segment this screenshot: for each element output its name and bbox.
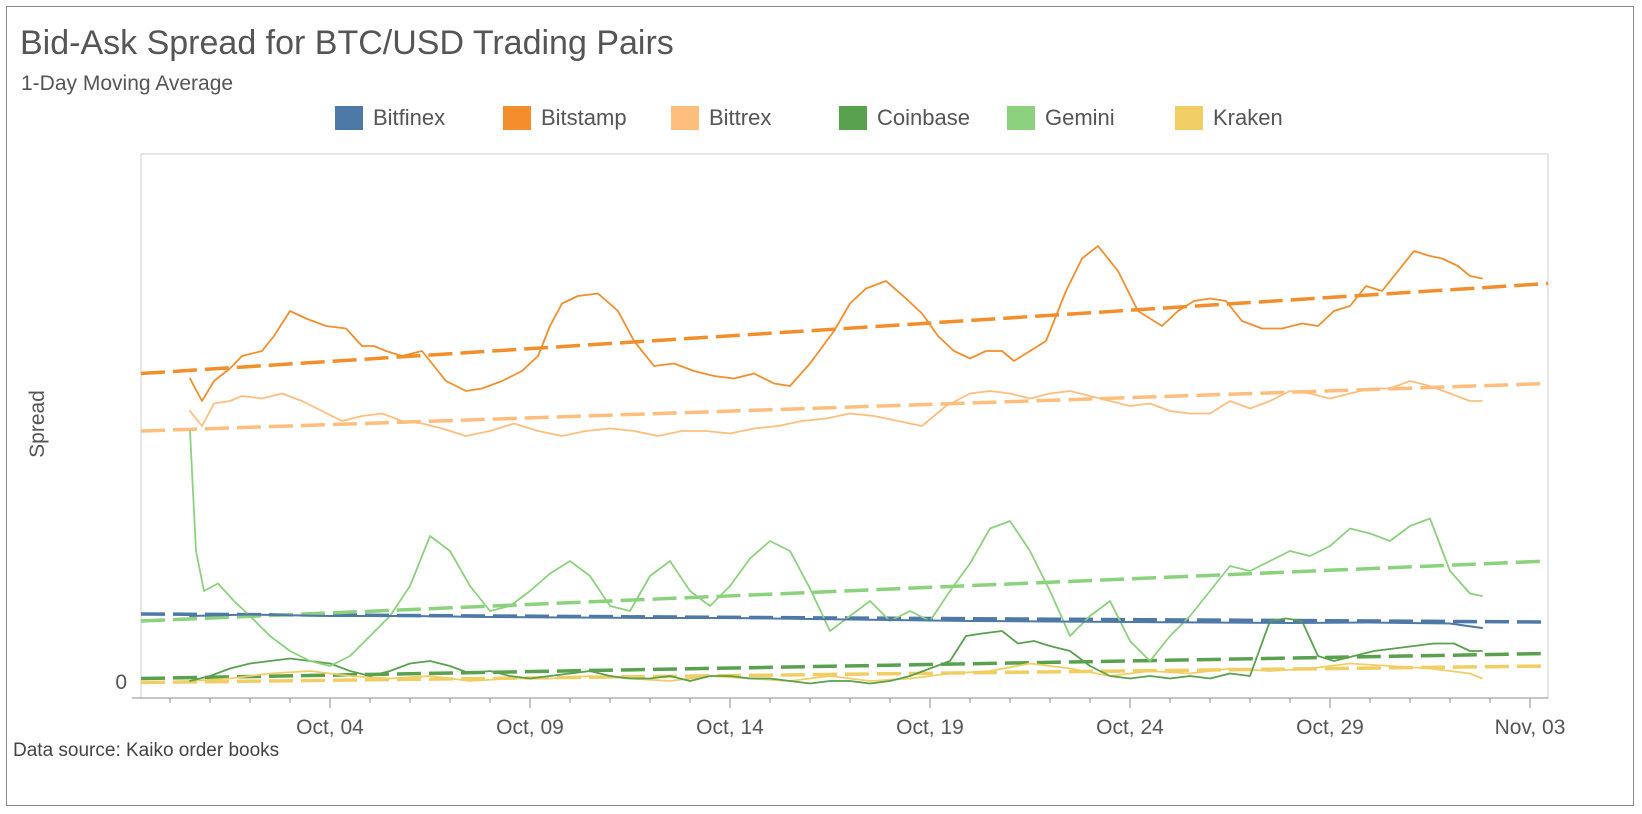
chart-title: Bid-Ask Spread for BTC/USD Trading Pairs: [20, 24, 674, 62]
trend-line-bitstamp: [140, 281, 1549, 376]
x-tick-label-nov-03: Nov, 03: [1495, 716, 1566, 739]
legend-label-gemini: Gemini: [1045, 105, 1115, 130]
x-tick-label-oct-04: Oct, 04: [296, 716, 364, 739]
legend-swatch-kraken: [1175, 106, 1203, 130]
x-tick-label-oct-09: Oct, 09: [496, 716, 564, 739]
legend-label-bittrex: Bittrex: [709, 105, 772, 130]
y-axis-title: Spread: [26, 390, 49, 458]
series-line-bitstamp: [189, 245, 1483, 402]
legend-swatch-coinbase: [839, 106, 867, 130]
legend-label-bitstamp: Bitstamp: [541, 105, 627, 130]
series-line-bitfinex: [189, 613, 1483, 629]
x-tick-label-oct-24: Oct, 24: [1096, 716, 1164, 739]
axes: Oct, 04 Oct, 09 Oct, 14 Oct, 19 Oct, 24 Oct, …: [115, 671, 1565, 739]
series-line-kraken: [189, 662, 1483, 682]
x-tick-label-oct-14: Oct, 14: [696, 716, 764, 739]
series-lines: [189, 245, 1483, 685]
trend-line-gemini: [140, 559, 1549, 623]
legend-swatch-bitfinex: [335, 106, 363, 130]
data-source-note: Data source: Kaiko order books: [13, 740, 280, 761]
legend-swatch-gemini: [1007, 106, 1035, 130]
trend-line-bittrex: [140, 381, 1549, 433]
chart-subtitle: 1-Day Moving Average: [21, 72, 234, 95]
series-line-gemini: [189, 430, 1483, 667]
x-tick-label-oct-29: Oct, 29: [1296, 716, 1364, 739]
y-tick-label-0: 0: [115, 671, 127, 694]
x-tick-label-oct-19: Oct, 19: [896, 716, 964, 739]
series-line-bittrex: [189, 380, 1483, 437]
legend-label-kraken: Kraken: [1213, 105, 1283, 130]
series-line-coinbase: [189, 617, 1483, 685]
legend-label-coinbase: Coinbase: [877, 105, 970, 130]
legend-swatch-bitstamp: [503, 106, 531, 130]
legend-swatch-bittrex: [671, 106, 699, 130]
legend-label-bitfinex: Bitfinex: [373, 105, 446, 130]
